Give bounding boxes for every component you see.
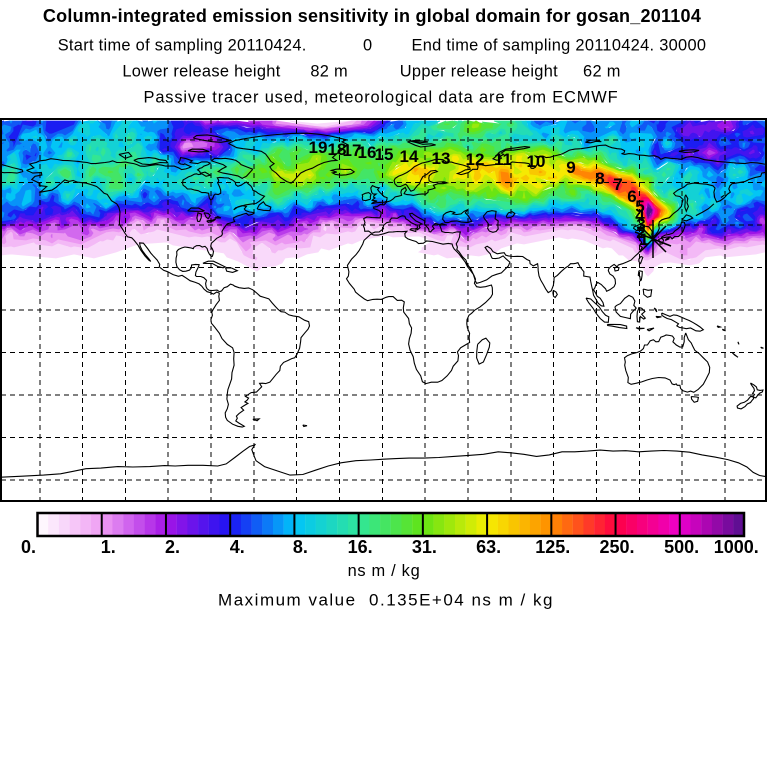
svg-text:4.: 4. [230,537,245,557]
svg-text:15: 15 [375,145,394,164]
svg-text:62 m: 62 m [583,63,621,81]
svg-text:13: 13 [432,149,451,168]
svg-text:19: 19 [309,138,328,157]
svg-text:16.: 16. [348,537,373,557]
svg-text:12: 12 [466,150,485,169]
svg-text:1000.: 1000. [714,537,759,557]
svg-text:0: 0 [363,37,372,55]
svg-text:63.: 63. [476,537,501,557]
svg-text:31.: 31. [412,537,437,557]
svg-text:14: 14 [400,147,419,166]
svg-text:2: 2 [636,223,645,242]
svg-text:Passive tracer used, meteorolo: Passive tracer used, meteorological data… [144,89,619,107]
svg-text:17: 17 [343,141,362,160]
svg-text:3: 3 [636,215,645,234]
svg-text:10: 10 [527,152,546,171]
svg-text:Lower release height: Lower release height [122,63,280,81]
svg-text:Upper release height: Upper release height [400,63,558,81]
svg-text:Maximum value 0.135E+04 ns m: Maximum value 0.135E+04 ns m / kg [218,591,554,610]
svg-text:18: 18 [328,140,347,159]
svg-text:8.: 8. [293,537,308,557]
svg-text:Start time of sampling 2011042: Start time of sampling 20110424. [58,37,307,55]
svg-text:6: 6 [627,187,636,206]
svg-text:16: 16 [358,143,377,162]
svg-text:250.: 250. [599,537,634,557]
svg-text:125.: 125. [535,537,570,557]
svg-text:Column-integrated emission sen: Column-integrated emission sensitivity i… [43,6,701,26]
svg-text:1.: 1. [101,537,116,557]
svg-text:9: 9 [566,158,575,177]
svg-text:0.: 0. [21,537,36,557]
svg-text:2.: 2. [165,537,180,557]
svg-text:ns m / kg: ns m / kg [348,562,421,580]
svg-text:11: 11 [494,150,512,169]
svg-text:1: 1 [639,230,648,249]
svg-text:82 m: 82 m [310,63,348,81]
svg-text:500.: 500. [664,537,699,557]
svg-text:5: 5 [635,197,644,216]
svg-text:4: 4 [635,206,645,225]
svg-text:End time of sampling 20110424.: End time of sampling 20110424. 30000 [412,37,707,55]
svg-text:8: 8 [595,169,604,188]
svg-text:7: 7 [613,175,622,194]
